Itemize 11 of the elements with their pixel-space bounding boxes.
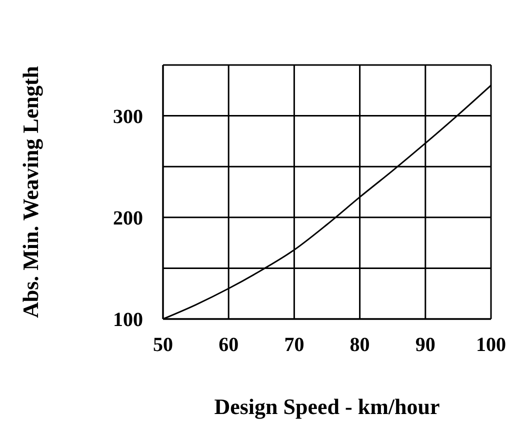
x-tick-label: 90 [415,334,436,356]
y-tick-label: 200 [113,208,143,230]
y-axis-title: Abs. Min. Weaving Length [18,66,43,318]
x-tick-label: 70 [284,334,304,356]
x-tick-label: 80 [350,334,370,356]
x-axis-title: Design Speed - km/hour [214,394,440,419]
x-tick-label: 60 [218,334,239,356]
y-tick-label: 100 [113,309,143,332]
x-tick-label: 100 [476,334,506,356]
y-tick-label: 300 [113,106,143,128]
x-tick-label: 50 [153,334,173,356]
